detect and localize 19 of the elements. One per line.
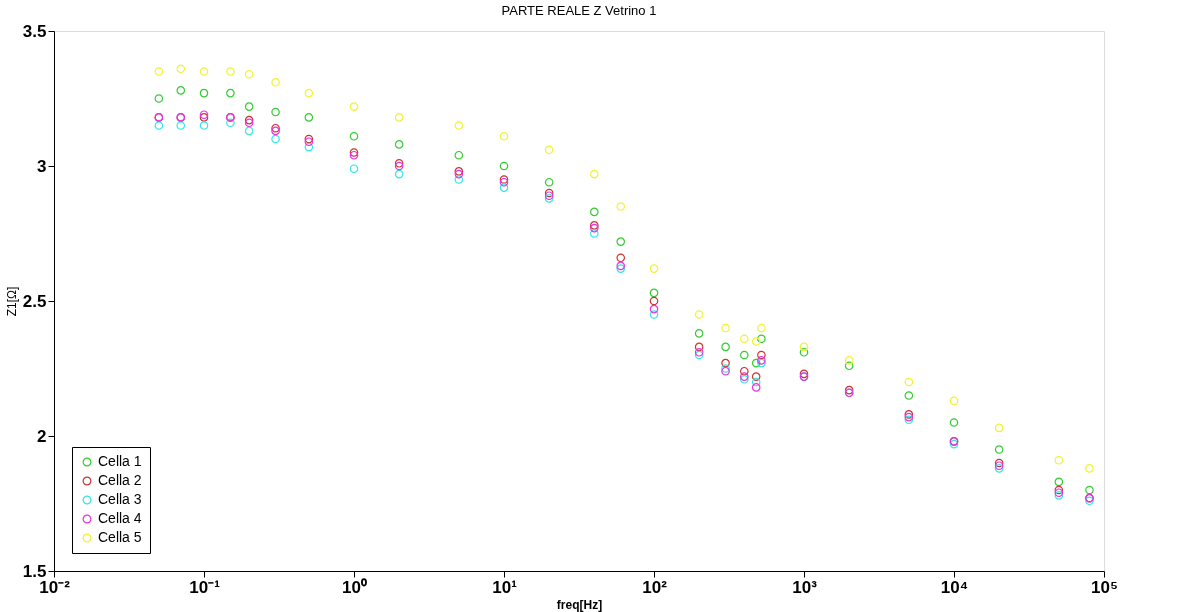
y-axis-title: Z1[Ω] [4, 286, 19, 317]
legend-label: Cella 5 [98, 529, 142, 545]
legend-label: Cella 3 [98, 491, 142, 507]
x-tick-label: 10² [642, 577, 668, 597]
y-tick-label: 2 [37, 426, 47, 446]
x-tick-label: 10⁰ [342, 577, 367, 597]
y-tick-label: 3 [37, 156, 47, 176]
y-tick-label: 3.5 [22, 21, 47, 41]
legend-label: Cella 1 [98, 453, 142, 469]
x-tick-label: 10³ [792, 577, 818, 597]
x-tick-label: 10⁴ [940, 577, 969, 597]
x-tick-label: 10⁻¹ [189, 577, 221, 597]
x-tick-label: 10¹ [492, 577, 518, 597]
x-axis-title: freq[Hz] [556, 597, 603, 612]
legend-label: Cella 2 [98, 472, 142, 488]
x-tick-label: 10⁵ [1091, 577, 1118, 597]
chart-title: PARTE REALE Z Vetrino 1 [501, 3, 657, 18]
legend-label: Cella 4 [98, 510, 142, 526]
y-tick-label: 2.5 [22, 291, 47, 311]
